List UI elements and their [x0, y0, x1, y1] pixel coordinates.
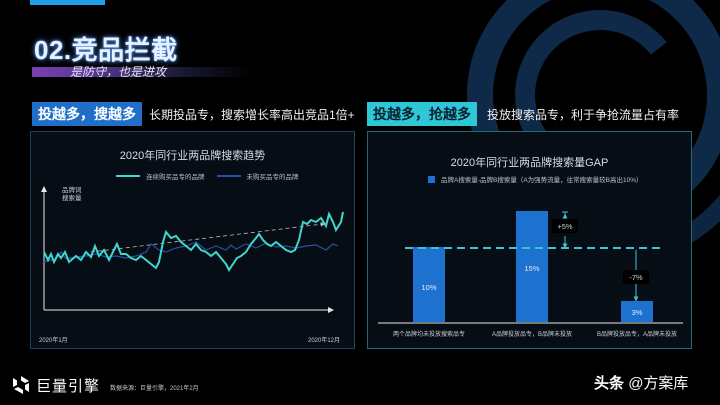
bar-value-1: 10% [421, 283, 436, 292]
brand-logo: 巨量引擎 [10, 374, 100, 396]
bar-a-only [516, 211, 548, 322]
diff-up-label: +5% [557, 222, 573, 231]
legend-label-bar: 品牌A搜索量-品牌B搜索量（A为强势流量，往常搜索量较B高出10%） [441, 177, 643, 184]
tag-right: 投越多，抢越多 [367, 102, 477, 126]
gap-chart-panel: 2020年同行业两品牌搜索量GAP 品牌A搜索量-品牌B搜索量（A为强势流量，往… [367, 131, 692, 349]
trend-dashed-line [90, 221, 326, 253]
legend-label-primary: 连续购买品专的品牌 [146, 174, 205, 181]
diff-down-label: -7% [629, 273, 643, 282]
subtitle-gradient-bar [32, 67, 252, 77]
trend-chart-title: 2020年同行业两品牌搜索趋势 [119, 150, 266, 162]
logo-icon [13, 376, 29, 394]
legend-line-primary [116, 175, 140, 177]
tag-right-description: 投放搜索品专，利于争抢流量占有率 [487, 108, 680, 122]
logo-text: 巨量引擎 [36, 377, 101, 395]
bar-value-2: 15% [524, 264, 539, 273]
category-label-1: 两个品牌均未投放搜索品专 [392, 332, 465, 338]
trend-line-plot [41, 186, 344, 313]
watermark: 头条 @方案库 [594, 375, 689, 392]
tag-left: 投越多，搜越多 [32, 102, 142, 126]
bar-value-3: 3% [632, 308, 643, 317]
y-axis-label: 品牌词 搜索量 [62, 187, 82, 202]
series-primary [43, 211, 344, 272]
trend-chart-legend: 连续购买品专的品牌 未购买品专的品牌 [116, 171, 299, 181]
bar-both-none [413, 247, 445, 322]
top-accent-bar [30, 0, 105, 5]
category-label-3: B品牌投放品专，A品牌未投放 [596, 332, 677, 338]
gap-bar-plot: +5% -7% 10% 15% 3% [378, 211, 683, 324]
trend-chart-panel: 2020年同行业两品牌搜索趋势 连续购买品专的品牌 未购买品专的品牌 品牌词 搜… [30, 131, 355, 349]
page-subtitle: 是防守，也是进攻 [70, 65, 167, 79]
legend-swatch-bar [428, 175, 435, 183]
page-title: 02.竞品拦截 [34, 35, 178, 65]
gap-chart-legend: 品牌A搜索量-品牌B搜索量（A为强势流量，往常搜索量较B高出10%） [428, 174, 643, 184]
x-tick-start: 2020年1月 [39, 338, 68, 344]
data-source: 数据来源：巨量引擎，2021年2月 [110, 386, 199, 392]
legend-label-secondary: 未购买品专的品牌 [246, 174, 299, 181]
bar-b-only [621, 301, 653, 322]
category-label-2: A品牌投放品专，B品牌未投放 [491, 332, 572, 338]
legend-line-secondary [216, 175, 241, 177]
x-tick-end: 2020年12月 [308, 338, 341, 344]
series-secondary [43, 241, 339, 263]
gap-chart-title: 2020年同行业两品牌搜索量GAP [450, 157, 609, 169]
tag-left-description: 长期投品专，搜索增长率高出竞品1倍+ [149, 108, 355, 122]
